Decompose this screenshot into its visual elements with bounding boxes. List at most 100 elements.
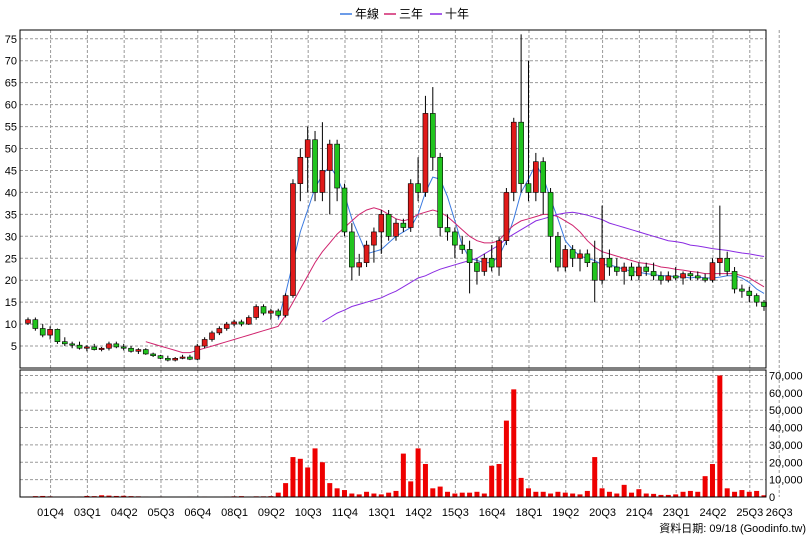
legend-item-year-ma[interactable]: 年線 (340, 6, 379, 21)
candle (54, 328, 61, 344)
volume-bar (378, 494, 384, 497)
volume-bar (643, 493, 649, 497)
candle-body (76, 344, 83, 349)
volume-bar (386, 492, 392, 497)
candle-body (304, 139, 311, 158)
candle (326, 139, 333, 215)
candle (694, 271, 701, 281)
volume-bar (533, 491, 539, 497)
candle-body (658, 275, 664, 281)
x-tick-label: 10Q3 (295, 507, 322, 519)
x-tick-label: 23Q1 (663, 507, 690, 519)
x-tick-label: 26Q3 (766, 507, 793, 519)
candle-body (260, 306, 267, 314)
candle (533, 152, 539, 202)
candle (260, 304, 267, 316)
volume-bar (99, 495, 105, 497)
volume-bar (349, 493, 355, 497)
x-tick-label: 24Q2 (700, 507, 727, 519)
volume-bar (467, 492, 473, 497)
volume-bar (746, 491, 752, 497)
candle (407, 179, 414, 232)
candle (98, 346, 105, 352)
candle (591, 240, 598, 303)
x-axis-ticks: 01Q4 03Q1 04Q2 05Q3 06Q4 08Q1 09Q2 10Q3 11Q4 13Q1… (37, 507, 793, 519)
volume-bar (356, 494, 362, 497)
candle (312, 130, 318, 202)
candle (444, 214, 451, 241)
candle (106, 341, 112, 351)
price-tick-label: 25 (5, 253, 17, 265)
legend-item-3year-ma[interactable]: 三年 (384, 7, 423, 21)
candle-body (687, 273, 694, 277)
candle-body (717, 257, 723, 263)
price-tick-label: 20 (5, 275, 17, 287)
x-tick-label: 14Q2 (405, 507, 432, 519)
candle-body (371, 231, 377, 246)
candle-body (275, 310, 282, 316)
volume-bar (511, 389, 517, 497)
volume-bar (651, 493, 657, 497)
candle (709, 258, 716, 283)
candle (142, 348, 149, 355)
candle (194, 343, 201, 361)
candle-body (503, 192, 510, 242)
volume-bar (702, 476, 708, 497)
legend-item-10year-ma[interactable]: 十年 (430, 7, 469, 21)
price-tick-label: 55 (5, 122, 17, 134)
price-tick-label: 70 (5, 56, 17, 68)
volume-bar (739, 490, 745, 497)
candle (437, 152, 443, 237)
candle (25, 317, 31, 325)
volume-bar (400, 453, 406, 497)
candle-body (753, 295, 760, 303)
volume-bar (371, 493, 377, 497)
legend-label-3year-ma: 三年 (399, 7, 423, 21)
volume-bar (452, 493, 458, 497)
candle-body (393, 222, 399, 237)
x-tick-label: 11Q4 (332, 507, 358, 519)
candle (510, 117, 517, 202)
price-tick-label: 5 (11, 341, 17, 353)
candle-body (643, 266, 650, 272)
candle (584, 249, 591, 268)
candle (488, 245, 495, 272)
candle-body (319, 170, 326, 193)
candle (540, 157, 547, 215)
candle (165, 355, 171, 362)
candle (378, 209, 385, 254)
volume-axis-ticks: 0 10,000 20,000 30,000 40,000 50,000 60,000 70,… (769, 370, 803, 504)
candle (452, 227, 458, 259)
data-date-footer: 資料日期: 09/18 (Goodinfo.tw) (659, 521, 806, 535)
volume-bar (327, 483, 333, 497)
candle-body (179, 356, 186, 359)
price-tick-label: 65 (5, 78, 17, 90)
candle-body (128, 347, 134, 352)
candle (687, 271, 694, 281)
volume-bar (297, 458, 303, 497)
candle (555, 231, 561, 272)
volume-bar (709, 464, 715, 497)
volume-bar (364, 491, 370, 497)
candle-body (680, 273, 686, 279)
price-tick-label: 60 (5, 100, 17, 112)
candle-body (25, 319, 31, 324)
candle-body (326, 143, 333, 171)
price-tick-label: 10 (5, 319, 17, 331)
candle (422, 95, 429, 197)
candle-body (555, 236, 561, 268)
volume-bar (717, 375, 723, 497)
candle-body (562, 249, 569, 268)
candle (113, 341, 120, 349)
candle-body (613, 266, 620, 272)
candle-body (253, 306, 259, 318)
candle (577, 249, 583, 272)
candle (290, 179, 296, 298)
candle-body (201, 339, 208, 347)
volume-tick-label: 50,000 (769, 405, 803, 417)
candle (643, 262, 650, 276)
volume-bar (415, 448, 421, 497)
candle-body (584, 253, 591, 263)
volume-bar (422, 464, 428, 497)
candle (606, 249, 613, 276)
